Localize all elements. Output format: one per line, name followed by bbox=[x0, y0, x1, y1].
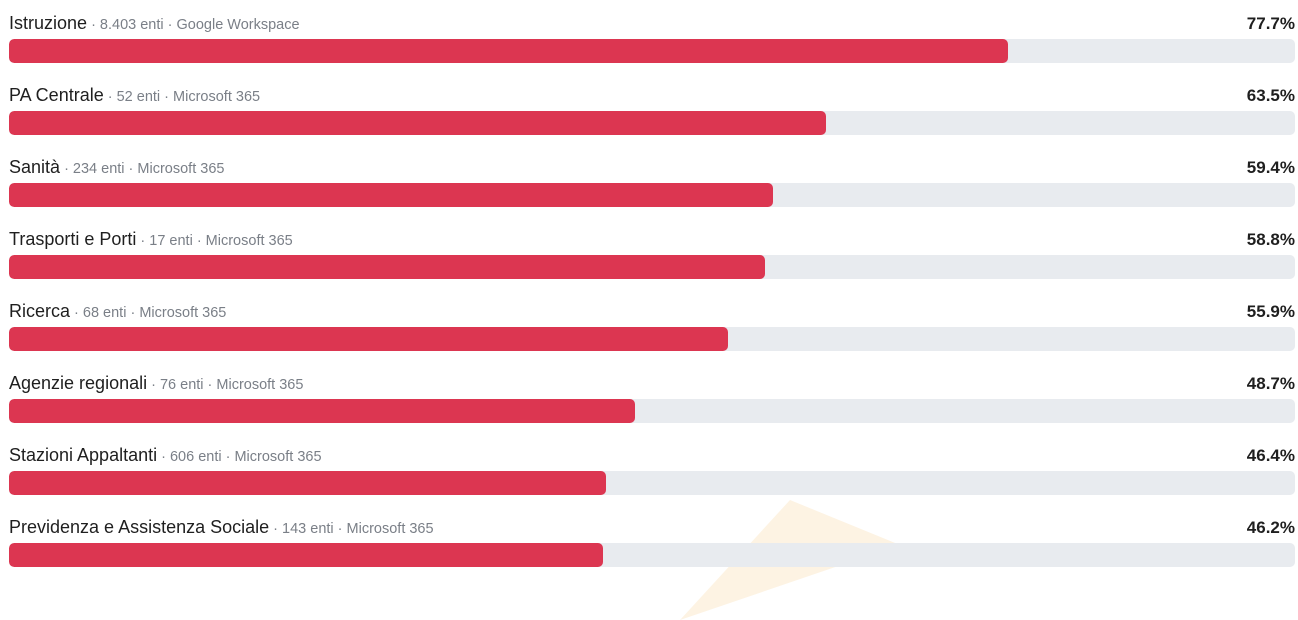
bar-track bbox=[9, 183, 1295, 207]
chart-row: PA Centrale · 52 enti · Microsoft 365 63.… bbox=[9, 72, 1295, 144]
category-label: Agenzie regionali · 76 enti · Microsoft … bbox=[9, 373, 303, 394]
category-label: Previdenza e Assistenza Sociale · 143 en… bbox=[9, 517, 434, 538]
row-label-line: Previdenza e Assistenza Sociale · 143 en… bbox=[9, 514, 1295, 540]
row-label-line: Stazioni Appaltanti · 606 enti · Microso… bbox=[9, 442, 1295, 468]
category-label: PA Centrale · 52 enti · Microsoft 365 bbox=[9, 85, 260, 106]
bar-chart: Istruzione · 8.403 enti · Google Workspa… bbox=[9, 0, 1295, 576]
bar bbox=[9, 471, 606, 495]
value-label: 59.4% bbox=[1246, 158, 1295, 177]
bar bbox=[9, 399, 636, 423]
bar-track bbox=[9, 327, 1295, 351]
chart-row: Agenzie regionali · 76 enti · Microsoft … bbox=[9, 360, 1295, 432]
row-label-line: Agenzie regionali · 76 enti · Microsoft … bbox=[9, 370, 1295, 396]
row-label-line: Sanità · 234 enti · Microsoft 365 59.4% bbox=[9, 154, 1295, 180]
category-name: Ricerca bbox=[9, 301, 71, 321]
category-label: Trasporti e Porti · 17 enti · Microsoft … bbox=[9, 229, 293, 250]
category-meta: · 76 enti · Microsoft 365 bbox=[147, 377, 304, 393]
row-label-line: PA Centrale · 52 enti · Microsoft 365 63.… bbox=[9, 82, 1295, 108]
bar bbox=[9, 255, 766, 279]
bar-track bbox=[9, 255, 1295, 279]
bar bbox=[9, 39, 1009, 63]
bar-track bbox=[9, 399, 1295, 423]
category-name: Agenzie regionali bbox=[9, 373, 148, 393]
value-label: 48.7% bbox=[1246, 374, 1295, 393]
bar-track bbox=[9, 471, 1295, 495]
category-label: Sanità · 234 enti · Microsoft 365 bbox=[9, 157, 224, 178]
bar bbox=[9, 183, 773, 207]
category-meta: · 606 enti · Microsoft 365 bbox=[157, 449, 322, 465]
category-name: Stazioni Appaltanti bbox=[9, 445, 158, 465]
category-name: Previdenza e Assistenza Sociale bbox=[9, 517, 270, 537]
category-name: PA Centrale bbox=[9, 85, 104, 105]
category-meta: · 68 enti · Microsoft 365 bbox=[70, 305, 227, 321]
bar bbox=[9, 543, 604, 567]
category-name: Sanità bbox=[9, 157, 61, 177]
bar bbox=[9, 111, 826, 135]
chart-row: Trasporti e Porti · 17 enti · Microsoft … bbox=[9, 216, 1295, 288]
category-meta: · 234 enti · Microsoft 365 bbox=[60, 161, 225, 177]
value-label: 46.2% bbox=[1246, 518, 1295, 537]
chart-row: Stazioni Appaltanti · 606 enti · Microso… bbox=[9, 432, 1295, 504]
value-label: 58.8% bbox=[1246, 230, 1295, 249]
row-label-line: Istruzione · 8.403 enti · Google Workspa… bbox=[9, 10, 1295, 36]
chart-row: Previdenza e Assistenza Sociale · 143 en… bbox=[9, 504, 1295, 576]
row-label-line: Ricerca · 68 enti · Microsoft 365 55.9% bbox=[9, 298, 1295, 324]
category-name: Trasporti e Porti bbox=[9, 229, 137, 249]
category-meta: · 17 enti · Microsoft 365 bbox=[136, 233, 293, 249]
category-label: Stazioni Appaltanti · 606 enti · Microso… bbox=[9, 445, 322, 466]
bar-track bbox=[9, 39, 1295, 63]
category-meta: · 8.403 enti · Google Workspace bbox=[87, 17, 300, 33]
value-label: 55.9% bbox=[1246, 302, 1295, 321]
value-label: 63.5% bbox=[1246, 86, 1295, 105]
bar-track bbox=[9, 111, 1295, 135]
row-label-line: Trasporti e Porti · 17 enti · Microsoft … bbox=[9, 226, 1295, 252]
category-name: Istruzione bbox=[9, 13, 88, 33]
chart-row: Ricerca · 68 enti · Microsoft 365 55.9% bbox=[9, 288, 1295, 360]
bar-track bbox=[9, 543, 1295, 567]
value-label: 46.4% bbox=[1246, 446, 1295, 465]
category-meta: · 143 enti · Microsoft 365 bbox=[269, 521, 434, 537]
category-label: Ricerca · 68 enti · Microsoft 365 bbox=[9, 301, 226, 322]
chart-row: Sanità · 234 enti · Microsoft 365 59.4% bbox=[9, 144, 1295, 216]
value-label: 77.7% bbox=[1246, 14, 1295, 33]
category-meta: · 52 enti · Microsoft 365 bbox=[103, 89, 261, 105]
bar bbox=[9, 327, 728, 351]
chart-row: Istruzione · 8.403 enti · Google Workspa… bbox=[9, 0, 1295, 72]
category-label: Istruzione · 8.403 enti · Google Workspa… bbox=[9, 13, 300, 34]
